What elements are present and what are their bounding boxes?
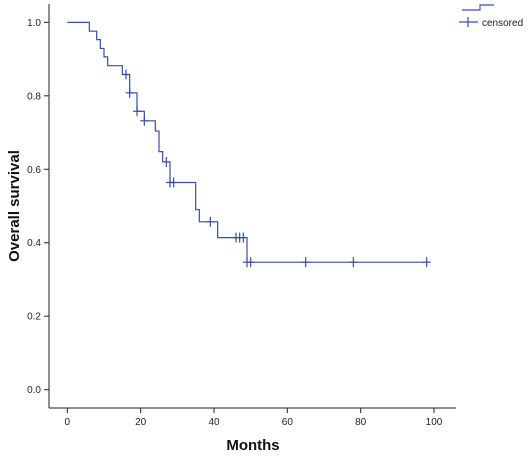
censor-marks bbox=[122, 69, 431, 268]
censored-mark bbox=[125, 87, 134, 98]
censored-mark bbox=[246, 257, 255, 268]
censored-mark bbox=[162, 156, 171, 167]
x-tick-label: 80 bbox=[355, 417, 367, 428]
x-tick-label: 0 bbox=[65, 417, 71, 428]
x-tick-label: 40 bbox=[208, 417, 220, 428]
legend-step-line-swatch bbox=[462, 4, 494, 11]
y-tick-label: 0.6 bbox=[27, 165, 41, 176]
legend-label-censored: censored bbox=[482, 18, 523, 29]
y-tick-label: 0.8 bbox=[27, 91, 41, 102]
censored-mark bbox=[140, 115, 149, 126]
legend: censored bbox=[459, 4, 523, 29]
censored-mark bbox=[422, 257, 431, 268]
tick-labels: 0 20 40 60 80 100 0.0 0.2 0.4 0.6 0.8 1.0 bbox=[27, 18, 443, 428]
y-tick-label: 0.2 bbox=[27, 312, 41, 323]
censored-mark bbox=[169, 177, 178, 188]
x-axis-title: Months bbox=[226, 437, 279, 454]
ticks bbox=[44, 21, 435, 413]
series-group bbox=[67, 21, 427, 263]
y-axis-title: Overall survival bbox=[6, 150, 23, 262]
y-tick-label: 1.0 bbox=[27, 18, 41, 29]
survival-step-line bbox=[67, 21, 427, 263]
censored-mark bbox=[239, 232, 248, 243]
censored-mark bbox=[301, 257, 310, 268]
censored-mark bbox=[349, 257, 358, 268]
x-tick-label: 60 bbox=[282, 417, 294, 428]
y-tick-label: 0.4 bbox=[27, 238, 41, 249]
censored-mark bbox=[133, 106, 141, 117]
x-tick-label: 20 bbox=[135, 417, 147, 428]
censored-mark bbox=[206, 216, 215, 227]
y-tick-label: 0.0 bbox=[27, 385, 41, 396]
censored-mark bbox=[122, 69, 130, 80]
axes bbox=[48, 4, 456, 409]
x-tick-label: 100 bbox=[426, 417, 443, 428]
